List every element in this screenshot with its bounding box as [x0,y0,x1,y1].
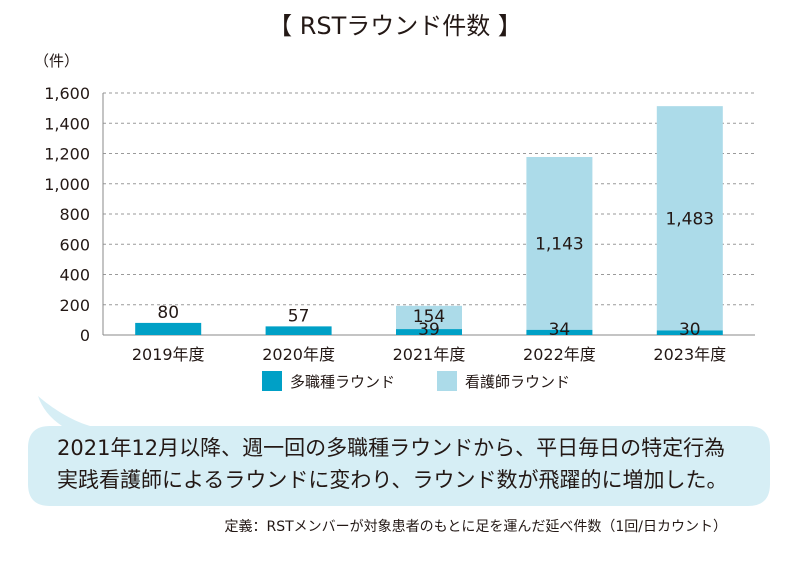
y-tick-label: 1,200 [44,145,90,164]
bar-multidisciplinary-round [526,329,593,335]
callout-bubble [28,396,770,506]
y-tick-label: 0 [80,326,90,345]
bar-chart: 【 RSTラウンド件数 】 （件） 0 200 400 600 800 1,000 1,20… [34,12,755,391]
x-tick-label: 2019年度 [132,345,205,364]
bar-nurse-round [396,305,462,330]
y-tick-label: 800 [59,205,90,224]
bar-nurse-round [526,156,593,330]
bar-multidisciplinary-round [396,329,462,335]
callout-shape [28,396,770,506]
gridlines [103,92,755,306]
data-label: 80 [157,303,179,323]
x-tick-label: 2022年度 [523,345,596,364]
bar-multidisciplinary-round [135,322,202,335]
x-tick-label: 2021年度 [393,345,466,364]
legend-label: 看護師ラウンド [465,373,570,391]
legend-label: 多職種ラウンド [290,373,395,391]
y-tick-label: 400 [59,266,90,285]
bar-nurse-round [656,106,723,331]
data-label: 30 [679,320,701,340]
data-label: 1,143 [535,234,584,254]
callout-line-2: 実践看護師によるラウンドに変わり、ラウンド数が飛躍的に増加した。 [57,468,728,492]
definition-footnote: 定義：RSTメンバーが対象患者のもとに足を運んだ延べ件数（1回/日カウント） [224,519,727,535]
y-tick-label: 1,400 [44,114,90,133]
data-label: 154 [413,307,445,327]
legend-swatch [262,371,282,391]
y-tick-label: 1,600 [44,84,90,103]
x-tick-label: 2023年度 [653,345,726,364]
y-unit-label: （件） [34,52,79,70]
bars [135,106,723,335]
legend: 多職種ラウンド 看護師ラウンド [262,371,570,391]
x-tick-label: 2020年度 [262,345,335,364]
legend-swatch [437,371,457,391]
y-tick-label: 1,000 [44,175,90,194]
callout-line-1: 2021年12月以降、週一回の多職種ラウンドから、平日毎日の特定行為 [57,436,726,460]
axes: 0 200 400 600 800 1,000 1,200 1,400 1,600 2019年度 2… [44,84,755,364]
bar-multidisciplinary-round [265,326,332,335]
data-label: 57 [288,306,310,326]
data-label: 1,483 [665,209,714,229]
y-tick-label: 200 [59,296,90,315]
bar-multidisciplinary-round [656,330,723,335]
data-label: 34 [549,320,571,340]
y-tick-label: 600 [59,235,90,254]
chart-title: 【 RSTラウンド件数 】 [268,12,522,40]
callout-text: 2021年12月以降、週一回の多職種ラウンドから、平日毎日の特定行為 実践看護師… [57,432,757,496]
data-label: 39 [418,320,440,340]
